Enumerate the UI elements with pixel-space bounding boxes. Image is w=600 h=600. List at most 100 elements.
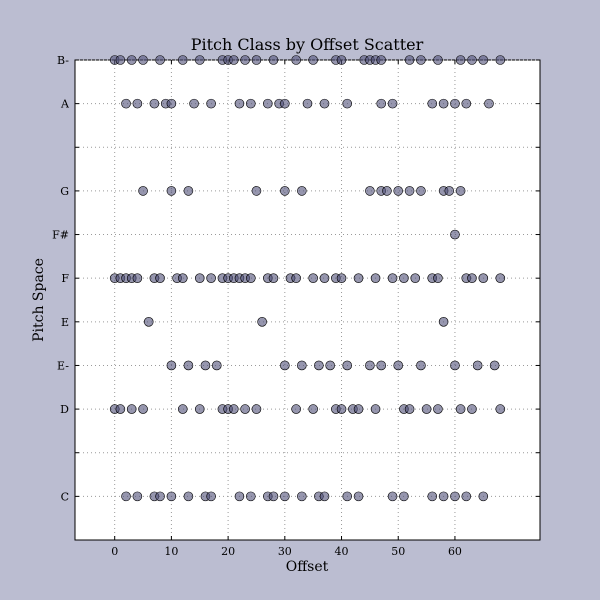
data-point-c: [121, 491, 131, 502]
data-point-f: [308, 273, 318, 283]
data-point-bflat: [291, 55, 301, 65]
data-point-d: [177, 404, 188, 414]
data-point-d: [291, 404, 301, 414]
data-point-g: [297, 186, 307, 196]
data-point-d: [194, 404, 205, 414]
data-point-e: [257, 317, 267, 327]
data-point-g: [183, 186, 194, 196]
data-point-bflat: [433, 55, 443, 65]
data-point-c: [206, 491, 216, 502]
data-point-g: [166, 186, 177, 196]
data-point-bflat: [416, 55, 426, 65]
data-point-f: [433, 273, 443, 283]
data-point-g: [365, 186, 375, 196]
data-point-f: [399, 273, 409, 283]
data-point-bflat: [404, 55, 415, 65]
data-point-c: [166, 491, 177, 502]
data-point-f: [370, 273, 381, 283]
data-point-c: [132, 491, 143, 502]
data-point-f: [478, 273, 489, 283]
data-point-a: [342, 98, 352, 109]
data-point-a: [245, 98, 256, 109]
data-point-eflat: [472, 360, 483, 371]
data-point-d: [433, 404, 443, 414]
data-point-bflat: [308, 55, 318, 65]
data-point-eflat: [489, 360, 500, 371]
data-point-a: [461, 98, 472, 109]
data-point-c: [450, 491, 460, 502]
data-point-g: [416, 186, 426, 196]
data-point-e: [438, 317, 449, 327]
data-point-bflat: [268, 55, 279, 65]
data-point-c: [478, 491, 489, 502]
data-point-bflat: [251, 55, 262, 65]
data-point-f: [353, 273, 364, 283]
data-point-g: [393, 186, 404, 196]
data-point-c: [387, 491, 398, 502]
data-point-d: [228, 404, 239, 414]
y-tick-label: G: [60, 185, 69, 198]
y-tick-label: D: [60, 403, 69, 416]
data-point-a: [234, 98, 245, 109]
data-point-a: [189, 98, 199, 109]
data-point-bflat: [495, 55, 506, 65]
y-tick-label: B-: [57, 54, 69, 67]
data-point-eflat: [376, 360, 387, 371]
data-point-eflat: [314, 360, 324, 371]
plot-area: [74, 59, 541, 541]
data-point-bflat: [240, 55, 250, 65]
data-point-f: [268, 273, 279, 283]
data-point-a: [484, 98, 494, 109]
data-point-fsharp: [450, 229, 460, 240]
data-point-g: [251, 186, 262, 196]
data-point-f: [245, 273, 256, 283]
data-point-c: [399, 491, 409, 502]
data-point-eflat: [297, 360, 307, 371]
data-point-c: [353, 491, 364, 502]
data-point-g: [455, 186, 466, 196]
data-point-a: [166, 98, 177, 109]
data-point-eflat: [342, 360, 352, 371]
data-point-bflat: [376, 55, 387, 65]
data-point-d: [308, 404, 318, 414]
data-point-d: [370, 404, 381, 414]
data-point-a: [280, 98, 290, 109]
data-point-d: [404, 404, 415, 414]
data-point-bflat: [228, 55, 239, 65]
data-point-g: [444, 186, 455, 196]
data-point-d: [455, 404, 466, 414]
data-point-c: [280, 491, 290, 502]
data-point-bflat: [478, 55, 489, 65]
data-point-eflat: [365, 360, 375, 371]
data-point-a: [450, 98, 460, 109]
data-point-d: [495, 404, 506, 414]
data-point-c: [183, 491, 194, 502]
data-point-c: [234, 491, 245, 502]
data-point-bflat: [126, 55, 137, 65]
data-point-eflat: [393, 360, 404, 371]
data-point-c: [297, 491, 307, 502]
x-tick-label: 50: [391, 545, 405, 558]
y-axis-label: Pitch Space: [31, 258, 47, 342]
data-point-a: [319, 98, 330, 109]
data-point-g: [138, 186, 148, 196]
data-point-c: [342, 491, 352, 502]
data-point-a: [132, 98, 143, 109]
data-point-bflat: [467, 55, 477, 65]
y-tick-label: E: [61, 316, 69, 329]
data-point-eflat: [416, 360, 426, 371]
data-point-f: [194, 273, 205, 283]
data-point-g: [404, 186, 415, 196]
data-point-a: [206, 98, 216, 109]
data-point-c: [155, 491, 165, 502]
data-point-f: [410, 273, 421, 283]
x-tick-label: 10: [164, 545, 178, 558]
data-point-c: [319, 491, 330, 502]
x-tick-label: 60: [448, 545, 462, 558]
data-point-eflat: [183, 360, 194, 371]
data-point-a: [376, 98, 387, 109]
data-point-a: [121, 98, 131, 109]
data-point-f: [177, 273, 188, 283]
y-tick-label: E-: [57, 359, 69, 372]
data-point-f: [336, 273, 347, 283]
